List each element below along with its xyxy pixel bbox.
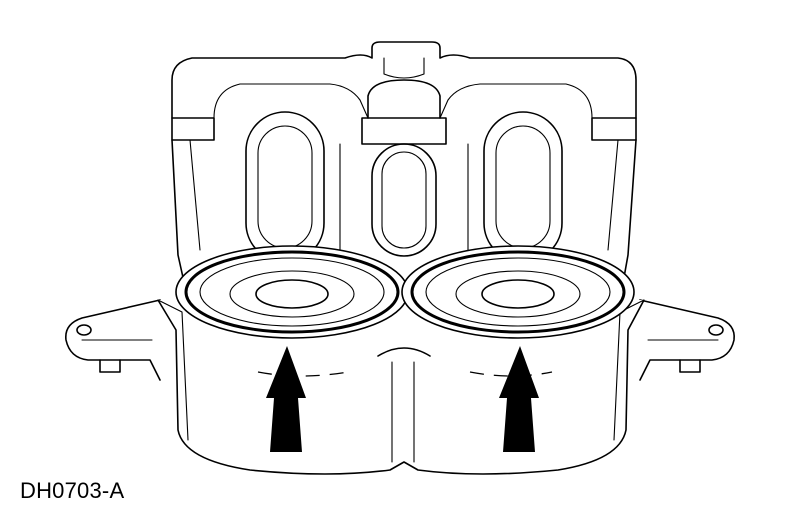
left-arrow-indicator <box>266 346 306 452</box>
right-mounting-ear <box>639 299 735 381</box>
right-piston <box>401 245 635 339</box>
figure-id-label: DH0703-A <box>20 478 125 503</box>
right-arrow-indicator <box>499 346 539 452</box>
caliper-bridge <box>171 41 637 145</box>
left-piston <box>175 245 409 339</box>
left-mounting-ear <box>65 299 161 381</box>
caliper-window-slots <box>245 111 563 263</box>
